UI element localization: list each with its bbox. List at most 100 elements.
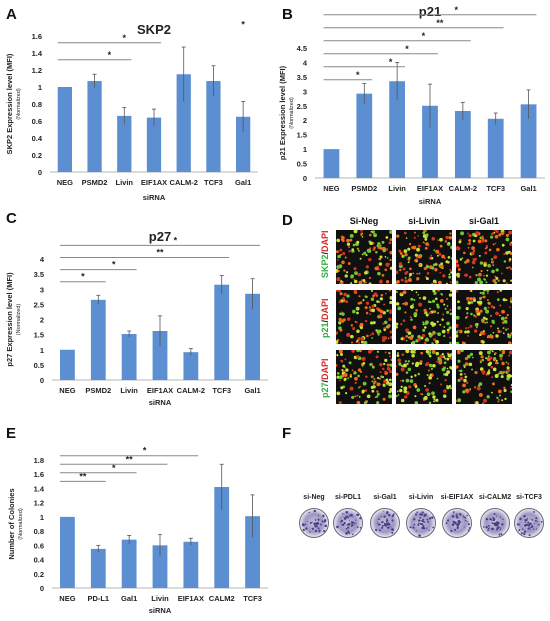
cell-dot <box>408 385 412 389</box>
microscopy-image <box>336 350 392 404</box>
cell-dot <box>360 340 364 344</box>
cell-dot <box>425 388 429 392</box>
cell-dot <box>366 394 371 399</box>
cell-dot <box>416 260 418 263</box>
cell-dot <box>353 230 358 234</box>
x-tick-label: Gal1 <box>244 386 260 395</box>
cell-dot <box>387 367 391 371</box>
cell-dot <box>443 334 446 338</box>
cell-dot <box>339 292 343 296</box>
cell-dot <box>426 362 430 366</box>
cell-dot <box>491 382 495 386</box>
colony-dot <box>432 526 434 529</box>
cell-dot <box>402 290 407 295</box>
cell-dot <box>467 335 469 337</box>
cell-dot <box>403 386 408 391</box>
cell-dot <box>389 330 392 334</box>
colony-dot <box>536 521 538 523</box>
cell-dot <box>503 388 507 393</box>
cell-dot <box>444 378 447 382</box>
cell-dot <box>342 364 346 368</box>
cell-dot <box>353 371 357 375</box>
cell-dot <box>468 362 473 367</box>
cell-dot <box>430 266 435 270</box>
cell-dot <box>389 387 392 392</box>
cell-dot <box>506 374 510 378</box>
colony-dot <box>498 535 501 537</box>
cell-dot <box>359 370 363 374</box>
colony-dot <box>454 528 457 531</box>
cell-dot <box>484 322 487 324</box>
cell-dot <box>400 337 404 341</box>
colony-dish-image <box>480 508 510 538</box>
colony-dot <box>381 526 384 529</box>
cell-dot <box>456 323 459 328</box>
panel-letter-e: E <box>6 425 17 442</box>
cell-dot <box>364 271 368 275</box>
dish-label: si-Neg <box>303 494 325 501</box>
cell-dot <box>347 377 350 380</box>
cell-dot <box>442 274 446 278</box>
cell-dot <box>505 299 508 302</box>
bar <box>245 516 260 588</box>
panel-letter-a: A <box>6 6 17 23</box>
cell-dot <box>365 254 368 257</box>
cell-dot <box>356 400 361 404</box>
cell-dot <box>433 338 436 342</box>
cell-dot <box>379 279 383 284</box>
colony-dot <box>453 511 455 513</box>
cell-dot <box>404 311 407 314</box>
cell-dot <box>407 278 412 282</box>
cell-dot <box>416 257 418 259</box>
cell-dot <box>384 351 387 354</box>
significance-label: * <box>112 260 116 270</box>
cell-dot <box>368 282 372 284</box>
cell-dot <box>361 389 365 393</box>
cell-dot <box>457 306 461 310</box>
y-tick-label: 1.2 <box>32 66 42 75</box>
cell-dot <box>381 240 385 244</box>
cell-dot <box>500 375 504 379</box>
cell-dot <box>449 341 452 344</box>
cell-dot <box>376 350 380 353</box>
colony-dot <box>319 523 322 526</box>
colony-dot <box>342 523 345 527</box>
colony-dot <box>427 520 429 523</box>
cell-dot <box>439 244 443 248</box>
cell-dot <box>385 280 390 284</box>
cell-dot <box>388 317 392 321</box>
colony-dot <box>418 522 420 525</box>
cell-dot <box>480 355 484 359</box>
bar <box>152 330 168 380</box>
y-tick-label: 0 <box>303 174 307 183</box>
cell-dot <box>370 230 373 233</box>
colony-dot <box>487 529 489 532</box>
cell-dot <box>502 298 506 302</box>
x-tick-label: Livin <box>388 184 406 193</box>
cell-dot <box>376 390 379 393</box>
y-axis-sublabel: (Normalized) <box>16 88 22 120</box>
cell-dot <box>506 366 510 370</box>
x-tick-label: Livin <box>116 178 134 187</box>
colony-dot <box>493 528 495 530</box>
cell-dot <box>492 278 496 283</box>
cell-dot <box>352 326 356 330</box>
cell-dot <box>349 375 352 378</box>
colony-dot <box>336 525 339 529</box>
cell-dot <box>360 230 363 232</box>
y-tick-label: 1 <box>40 513 44 522</box>
cell-dot <box>388 394 392 399</box>
cell-dot <box>467 301 471 305</box>
cell-dot <box>379 309 384 314</box>
cell-dot <box>371 308 376 313</box>
cell-dot <box>357 337 361 341</box>
cell-dot <box>382 248 386 253</box>
cell-dots <box>396 230 452 284</box>
cell-dot <box>446 305 449 307</box>
cell-dot <box>389 266 392 270</box>
cell-dot <box>344 256 347 259</box>
colony-dish-image <box>514 508 544 538</box>
cell-dot <box>494 242 497 245</box>
cell-dot <box>411 246 414 249</box>
colony-dot <box>446 519 450 522</box>
